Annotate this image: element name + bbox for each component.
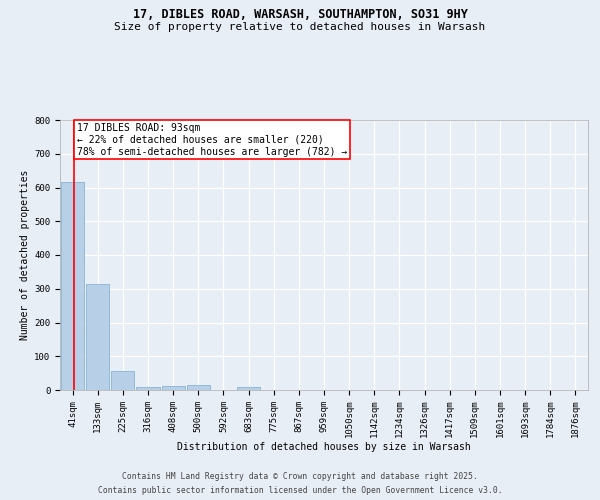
- Bar: [161, 386, 185, 390]
- Bar: [61, 182, 84, 390]
- Bar: [86, 284, 109, 390]
- Text: Contains HM Land Registry data © Crown copyright and database right 2025.: Contains HM Land Registry data © Crown c…: [122, 472, 478, 481]
- Text: 17, DIBLES ROAD, WARSASH, SOUTHAMPTON, SO31 9HY: 17, DIBLES ROAD, WARSASH, SOUTHAMPTON, S…: [133, 8, 467, 20]
- Bar: [136, 386, 160, 390]
- Bar: [187, 386, 210, 390]
- Text: 17 DIBLES ROAD: 93sqm
← 22% of detached houses are smaller (220)
78% of semi-det: 17 DIBLES ROAD: 93sqm ← 22% of detached …: [77, 124, 347, 156]
- Y-axis label: Number of detached properties: Number of detached properties: [20, 170, 30, 340]
- Text: Size of property relative to detached houses in Warsash: Size of property relative to detached ho…: [115, 22, 485, 32]
- Text: Contains public sector information licensed under the Open Government Licence v3: Contains public sector information licen…: [98, 486, 502, 495]
- X-axis label: Distribution of detached houses by size in Warsash: Distribution of detached houses by size …: [177, 442, 471, 452]
- Bar: [237, 388, 260, 390]
- Bar: [111, 372, 134, 390]
